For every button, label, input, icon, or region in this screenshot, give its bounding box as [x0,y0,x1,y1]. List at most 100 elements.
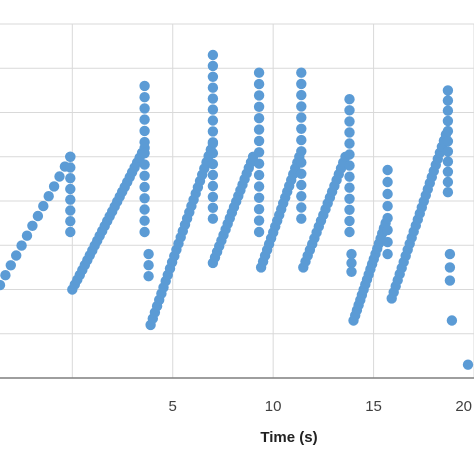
data-point [65,205,76,216]
data-point [207,82,219,93]
data-point [253,113,265,124]
data-point [344,127,355,138]
x-tick-labels: 5 10 15 20 [169,398,472,415]
data-point [139,181,150,193]
data-point [442,146,454,157]
data-point [442,187,454,198]
data-point [253,67,265,78]
data-point [139,80,150,92]
data-point [32,210,44,222]
data-point [143,260,154,271]
data-point [65,216,76,227]
data-point [344,226,355,238]
data-point [253,204,265,215]
data-point [207,137,219,148]
data-point [442,95,454,106]
data-point [253,181,265,192]
data-point [296,146,307,157]
data-point [65,194,76,205]
data-point [253,90,265,101]
data-point [207,60,219,72]
data-point [296,202,307,213]
data-point [442,136,454,147]
data-point [344,193,355,204]
data-point [344,138,355,149]
data-point [21,230,33,241]
data-point [207,202,219,213]
data-point [207,158,219,170]
data-point [344,94,355,105]
gridlines [0,23,474,378]
data-point [382,200,393,212]
data-point [207,126,219,137]
data-point [296,101,307,112]
data-point [446,315,458,326]
data-point [346,266,357,277]
x-tick-label: 20 [455,398,472,415]
data-point [253,78,265,90]
data-point [143,248,154,260]
data-point [444,248,456,260]
data-point [344,116,355,127]
data-point [139,114,150,125]
data-point [207,191,219,203]
data-point [139,92,150,103]
data-point [296,213,307,224]
data-point [442,166,454,177]
data-point [442,85,454,96]
data-point [382,236,393,248]
data-point [253,169,265,181]
x-axis-title: Time (s) [260,429,317,446]
data-point [344,215,355,227]
data-point [253,158,265,169]
data-point [253,192,265,203]
data-point [344,149,355,160]
data-point [139,170,150,181]
data-point [65,162,76,173]
data-point [65,151,76,162]
data-point [253,147,265,158]
data-point [16,240,27,251]
data-point [207,71,219,83]
data-point [0,279,6,291]
data-point [442,176,454,188]
data-point [442,156,454,167]
data-point [296,179,307,191]
data-point [344,171,355,182]
data-point [207,93,219,104]
data-point [54,171,65,182]
data-point [207,104,219,115]
data-point [207,180,219,192]
data-point [296,112,307,123]
data-point [65,226,76,238]
data-point [11,250,22,261]
data-point [48,181,60,192]
data-point [139,193,150,204]
data-point [346,248,357,260]
x-tick-label: 5 [169,398,177,415]
data-point [43,191,54,202]
data-point [139,226,150,238]
data-point [296,191,307,202]
data-point [139,204,150,215]
data-point [253,135,265,147]
data-point [296,134,307,146]
data-point [442,115,454,127]
data-point [382,224,393,236]
data-point [5,260,16,271]
data-point [344,160,355,171]
data-point [0,270,11,281]
data-point [27,220,38,231]
data-point [139,159,150,170]
data-point [344,105,355,116]
data-point [344,182,355,193]
data-point [139,148,150,159]
x-tick-label: 10 [265,398,282,415]
data-point [143,271,154,282]
data-point [139,136,150,148]
data-point [382,212,393,224]
data-point [207,49,219,61]
data-point [296,157,307,168]
data-point [444,275,456,286]
